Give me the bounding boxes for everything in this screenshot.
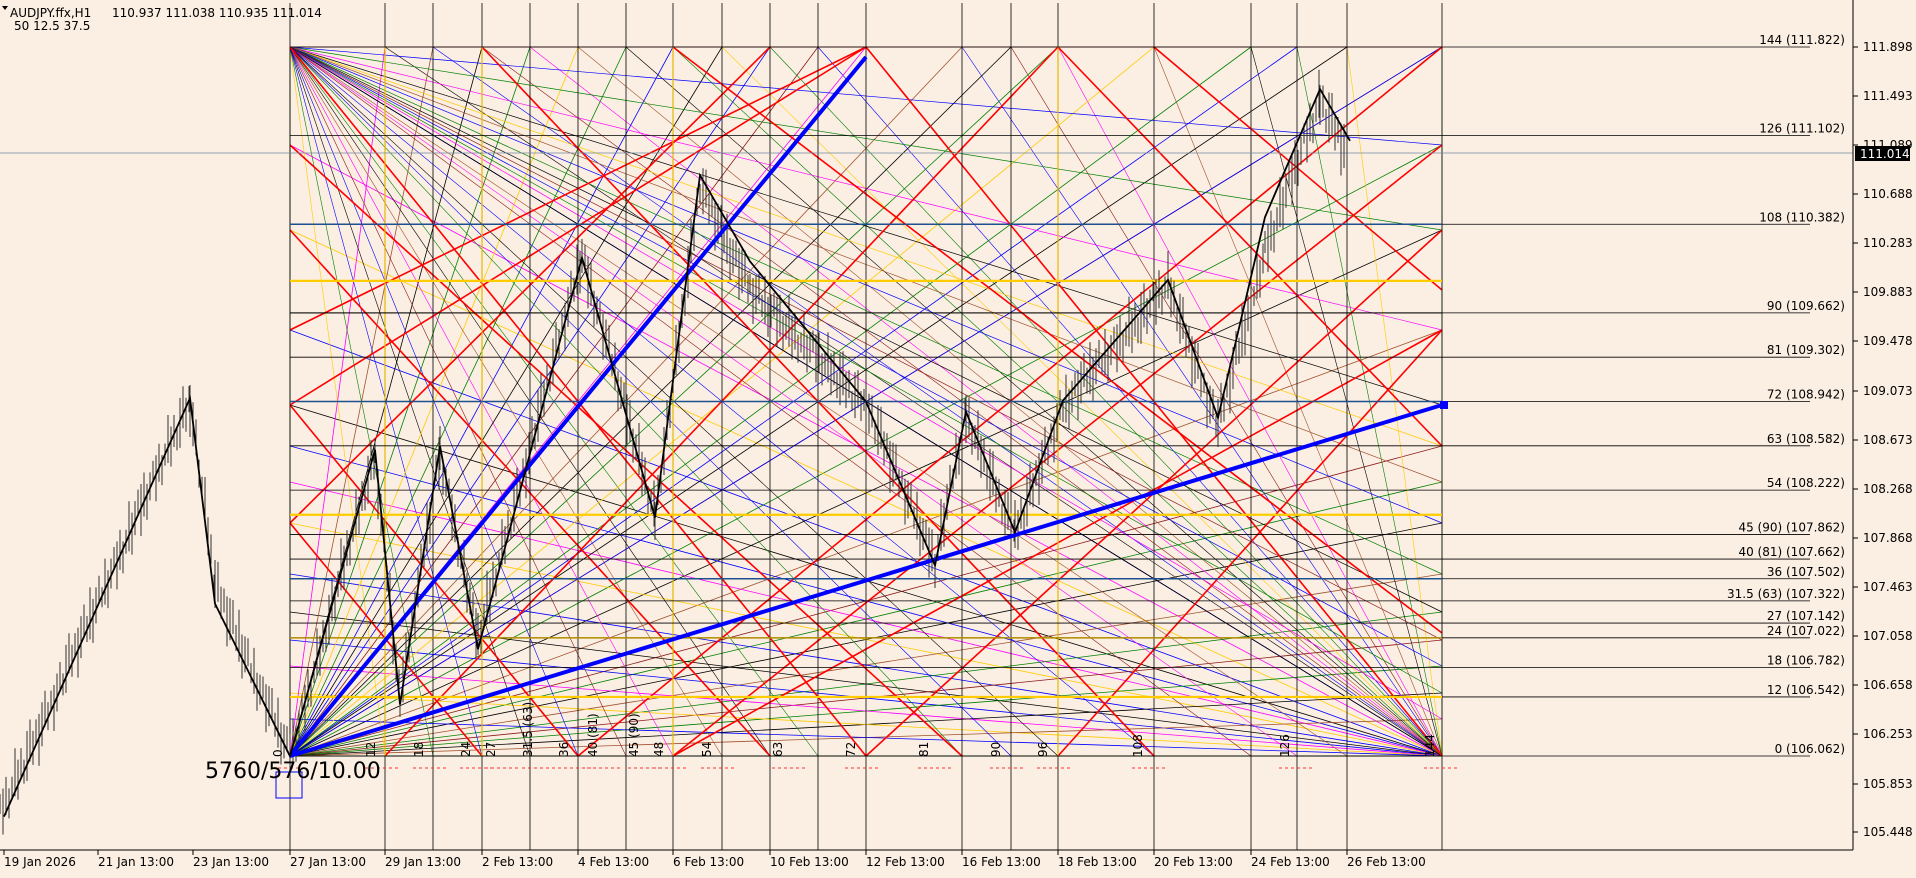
x-tick-label: 18 Feb 13:00 [1058,855,1137,869]
zigzag-line [3,87,1351,817]
time-division-label: 126 [1278,734,1292,757]
y-tick-label: 107.868 [1863,531,1913,545]
current-price-label: 111.014 [1860,147,1910,161]
level-label: 126 (111.102) [1759,122,1845,136]
level-label: 36 (107.502) [1767,565,1845,579]
level-label: 12 (106.542) [1767,683,1845,697]
time-division-label: 96 [1036,742,1050,757]
time-division-label: 72 [844,742,858,757]
level-label: 90 (109.662) [1767,299,1845,313]
x-tick-label: 20 Feb 13:00 [1154,855,1233,869]
y-tick-label: 109.478 [1863,334,1913,348]
level-label: 40 (81) (107.662) [1738,545,1845,559]
level-label: 72 (108.942) [1767,388,1845,402]
origin-label: 5760/576/10.00 [205,759,381,784]
y-tick-label: 106.253 [1863,727,1913,741]
time-division-label: 90 [989,742,1003,757]
gann-red-line [1057,46,1443,447]
y-tick-label: 106.658 [1863,678,1913,692]
level-label: 63 (108.582) [1767,432,1845,446]
current-price-tag [1855,146,1910,161]
y-tick-label: 111.898 [1863,40,1913,54]
y-tick-label: 108.268 [1863,482,1913,496]
level-label: 108 (110.382) [1759,210,1845,224]
level-label: 81 (109.302) [1767,343,1845,357]
time-division-label: 36 [557,742,571,757]
level-label: 45 (90) (107.862) [1738,520,1845,534]
y-tick-label: 111.493 [1863,89,1913,103]
time-division-label: 40 (81) [586,713,600,757]
gann-blue-line-1x2 [289,403,1443,758]
ohlc-readout: 110.937 111.038 110.935 111.014 [112,6,322,20]
gann-anchor-handle [1440,401,1448,409]
time-division-label: 0 [271,749,285,757]
x-tick-label: 2 Feb 13:00 [482,855,553,869]
x-tick-label: 29 Jan 13:00 [385,855,461,869]
time-division-label: 18 [412,742,426,757]
level-label: 31.5 (63) (107.322) [1727,587,1845,601]
time-division-label: 31.5 (63) [521,702,535,757]
time-division-label: 45 (90) [627,713,641,757]
x-tick-label: 6 Feb 13:00 [673,855,744,869]
indicator-params: 50 12.5 37.5 [14,19,90,33]
gann-origin-handle [275,771,303,799]
y-tick-label: 110.688 [1863,187,1913,201]
time-division-label: 27 [484,742,498,757]
level-label: 18 (106.782) [1767,653,1845,667]
y-tick-label: 109.073 [1863,384,1913,398]
time-division-label: 81 [917,742,931,757]
x-tick-label: 23 Jan 13:00 [193,855,269,869]
y-tick-label: 107.058 [1863,629,1913,643]
level-label: 0 (106.062) [1775,742,1845,756]
time-division-label: 54 [700,742,714,757]
x-tick-label: 10 Feb 13:00 [770,855,849,869]
x-tick-label: 12 Feb 13:00 [866,855,945,869]
level-label: 54 (108.222) [1767,476,1845,490]
y-tick-label: 105.853 [1863,777,1913,791]
x-tick-label: 26 Feb 13:00 [1347,855,1426,869]
y-tick-label: 105.448 [1863,825,1913,839]
level-label: 24 (107.022) [1767,624,1845,638]
time-division-label: 144 [1423,734,1437,757]
y-tick-label: 109.883 [1863,285,1913,299]
x-tick-label: 16 Feb 13:00 [962,855,1041,869]
time-division-label: 24 [459,742,473,757]
level-label: 144 (111.822) [1759,33,1845,47]
y-tick-label: 108.673 [1863,433,1913,447]
time-division-label: 12 [364,742,378,757]
x-tick-label: 19 Jan 2026 [4,855,76,869]
menu-triangle-icon[interactable] [2,6,8,10]
y-tick-label: 110.283 [1863,236,1913,250]
symbol-title: AUDJPY.ffx,H1 [10,6,91,20]
time-division-label: 63 [771,742,785,757]
x-tick-label: 24 Feb 13:00 [1251,855,1330,869]
time-division-label: 108 [1131,734,1145,757]
x-tick-label: 27 Jan 13:00 [290,855,366,869]
x-tick-label: 21 Jan 13:00 [98,855,174,869]
gann-blue-line-steep [288,55,868,758]
x-tick-label: 4 Feb 13:00 [578,855,649,869]
y-tick-label: 107.463 [1863,580,1913,594]
time-division-label: 48 [652,742,666,757]
level-label: 27 (107.142) [1767,609,1845,623]
